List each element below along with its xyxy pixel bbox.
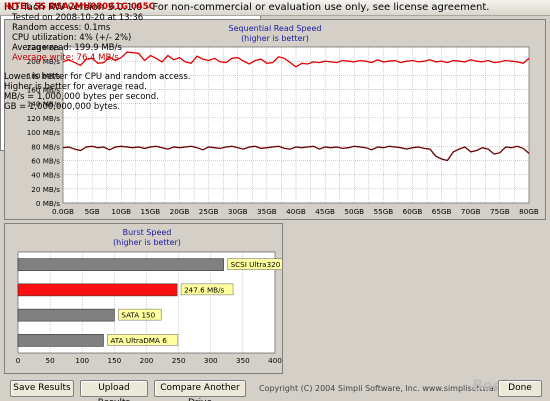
burst-speed-panel: Burst Speed (higher is better) SCSI Ultr… [4,223,283,374]
y-tick-label: 200 MB/s [27,57,61,66]
x-tick-label: 75GB [490,207,510,216]
x-tick-label: 60GB [403,207,423,216]
x-tick-label: 55GB [374,207,394,216]
average-read: Average read: 199.9 MB/s [12,43,122,53]
x-tick-label: 15GB [141,207,161,216]
burst-bar-label: 247.6 MB/s [184,285,224,294]
drive-name: INTEL SS DSA2MH080G1G 045C [4,2,155,12]
chart-grid [62,46,530,204]
note-gb-definition: GB = 1,000,000,000 bytes. [4,102,120,112]
y-tick-label: 0 MB/s [36,199,60,208]
y-tick-label: 140 MB/s [27,100,61,109]
read-speed-line [62,51,530,68]
chart-subtitle: (higher is better) [241,34,309,43]
x-tick-label: 65GB [432,207,452,216]
x-tick-label: 45GB [315,207,335,216]
x-tick-label: 20GB [170,207,190,216]
burst-x-tick-label: 200 [140,356,154,365]
compare-drive-button[interactable]: Compare Another Drive [154,380,246,401]
burst-x-tick-label: 400 [268,356,282,365]
y-tick-label: 80 MB/s [31,142,60,151]
burst-x-tick-label: 0 [16,356,21,365]
x-tick-label: 5GB [85,207,100,216]
average-write: Average write: 76.4 MB/s [12,53,119,63]
done-button[interactable]: Done [498,380,542,397]
x-tick-label: 50GB [344,207,364,216]
tested-on: Tested on 2008-10-20 at 13:36 [12,13,144,23]
burst-bar-label: SATA 150 [121,311,155,320]
burst-x-tick-label: 350 [236,356,250,365]
sequential-read-chart: Sequential Read Speed (higher is better)… [27,24,539,216]
burst-bar [17,258,224,271]
note-mbs-definition: MB/s = 1,000,000 bytes per second. [4,92,159,102]
y-axis-ticks: 0 MB/s 20 MB/s 40 MB/s 60 MB/s 80 MB/s 100 MB… [27,43,61,208]
y-tick-label: 160 MB/s [27,86,61,95]
burst-x-ticks: 0 50 100 150 200 250 300 350 400 [16,356,282,365]
note-lower-better: Lower is better for CPU and random acces… [4,72,191,82]
y-tick-label: 180 MB/s [27,71,61,80]
chart-title: Sequential Read Speed [229,24,322,33]
burst-bar-label-bg [118,308,162,321]
save-results-button[interactable]: Save Results [10,380,74,397]
burst-x-tick-label: 100 [75,356,89,365]
window-title: HD Tach RW version 3.0.1.0 - For non-com… [0,0,550,16]
x-axis-ticks: 0.0GB 5GB 10GB 15GB 20GB 25GB 30GB 35GB 40GB 45GB… [52,207,539,216]
burst-bar-label-bg [180,283,234,296]
x-tick-label: 40GB [286,207,306,216]
chart-series [62,51,530,162]
burst-bar [17,283,178,297]
burst-x-tick-label: 50 [46,356,56,365]
x-tick-label: 0.0GB [52,207,74,216]
x-tick-label: 30GB [228,207,248,216]
note-higher-better: Higher is better for average read. [4,82,147,92]
burst-bar-label-bg [107,334,179,346]
x-tick-label: 10GB [111,207,131,216]
y-tick-label: 20 MB/s [31,185,60,194]
y-tick-label: 60 MB/s [31,156,60,165]
burst-chart-title: Burst Speed [123,228,172,237]
burst-x-tick-label: 300 [204,356,218,365]
burst-bar [17,334,104,347]
y-tick-label: 40 MB/s [31,171,60,180]
copyright-text: Copyright (C) 2004 Simpli Software, Inc.… [259,384,522,393]
burst-x-tick-label: 250 [172,356,186,365]
burst-bars: SCSI Ultra320 247.6 MB/s SATA 150 ATA Ultra… [17,258,282,347]
y-tick-label: 100 MB/s [27,128,61,137]
random-access: Random access: 0.1ms [12,23,111,33]
write-speed-line [62,145,530,162]
x-tick-label: 35GB [257,207,277,216]
sequential-read-panel: Sequential Read Speed (higher is better)… [4,19,546,220]
burst-speed-chart: Burst Speed (higher is better) SCSI Ultr… [16,228,282,365]
burst-bar [17,308,115,322]
burst-bar-label-bg [227,258,282,270]
x-tick-label: 25GB [199,207,219,216]
burst-bar-label: SCSI Ultra320 [231,260,281,269]
x-tick-label: 80GB [519,207,539,216]
burst-x-tick-label: 150 [108,356,122,365]
y-tick-label: 120 MB/s [27,114,61,123]
cpu-utilization: CPU utilization: 4% (+/- 2%) [12,33,132,43]
x-tick-label: 70GB [461,207,481,216]
upload-results-button[interactable]: Upload Results [80,380,148,401]
burst-bar-label: ATA UltraDMA 6 [110,336,167,345]
y-tick-label: 220 MB/s [27,43,61,52]
burst-chart-subtitle: (higher is better) [113,238,181,247]
